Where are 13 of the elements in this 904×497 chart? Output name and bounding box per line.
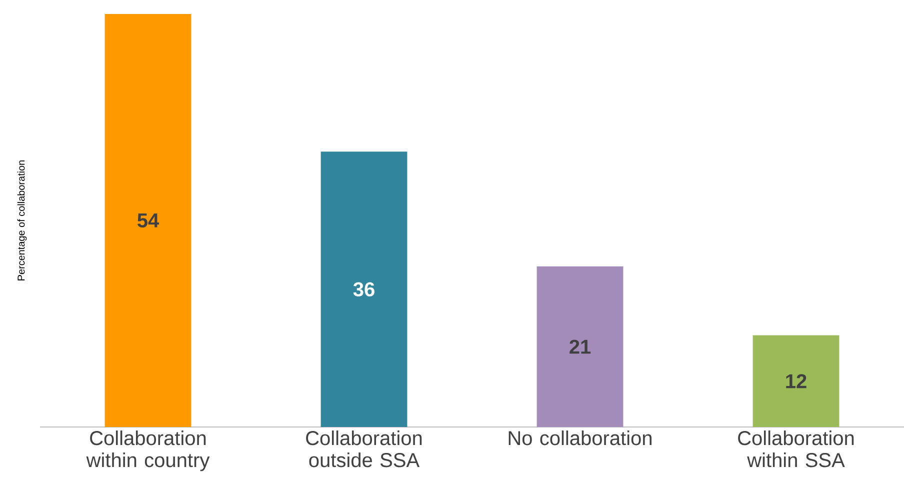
data-label: 36	[353, 282, 374, 296]
bar	[320, 152, 408, 427]
x-tick-label: Collaboration within SSA	[738, 430, 854, 468]
y-axis-title: Percentage of collaboration	[17, 160, 27, 280]
x-tick-label: No collaboration	[508, 430, 652, 446]
bar	[536, 266, 624, 427]
data-label: 54	[137, 214, 160, 228]
x-tick-label: Collaboration within country	[86, 430, 210, 472]
x-tick-label: Collaboration outside SSA	[306, 430, 422, 468]
bar	[104, 14, 192, 427]
bar	[752, 335, 840, 427]
data-label: 21	[570, 340, 591, 354]
data-label: 12	[786, 374, 806, 388]
